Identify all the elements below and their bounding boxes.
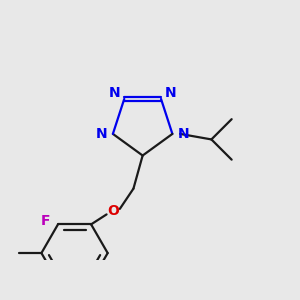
Text: N: N [109,86,121,100]
Text: N: N [164,86,176,100]
Text: F: F [40,214,50,228]
Text: N: N [178,127,189,141]
Text: O: O [107,204,119,218]
Text: N: N [96,127,108,141]
